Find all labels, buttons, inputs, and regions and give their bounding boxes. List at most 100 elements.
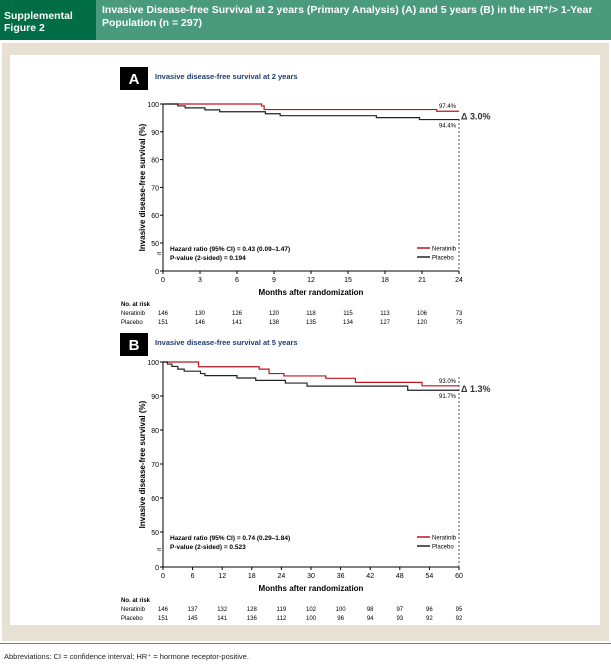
x-tick-label: 9 [272,277,276,284]
risk-value: 137 [188,607,199,613]
delta-label: Δ 1.3% [461,384,490,394]
risk-value: 135 [306,320,317,326]
risk-value: 138 [269,320,280,326]
risk-value: 130 [195,311,206,317]
risk-value: 132 [217,607,228,613]
risk-value: 146 [195,320,206,326]
km-curve-neratinib [163,361,459,387]
x-tick-label: 18 [248,573,256,580]
y-tick-label: 100 [147,360,159,367]
risk-value: 146 [158,607,169,613]
risk-value: 120 [417,320,428,326]
risk-value: 146 [158,311,169,317]
x-tick-label: 54 [426,573,434,580]
risk-value: 127 [380,320,391,326]
figure-panel [10,55,600,625]
risk-value: 97 [396,607,403,613]
y-tick-label: 60 [151,213,159,220]
risk-row-label: Placebo [121,320,143,326]
x-tick-label: 12 [307,277,315,284]
risk-value: 100 [336,607,347,613]
risk-value: 102 [306,607,317,613]
risk-value: 151 [158,320,169,326]
legend-label-placebo: Placebo [432,256,454,262]
end-label-neratinib: 93.0% [439,379,457,385]
risk-row-label: Placebo [121,616,143,622]
risk-value: 94 [367,616,374,622]
risk-value: 119 [277,607,287,613]
stats-text: P-value (2-sided) = 0.194 [170,255,246,262]
stats-text: Hazard ratio (95% CI) = 0.43 (0.09–1.47) [170,246,290,253]
risk-value: 134 [343,320,354,326]
axis-break-a: ≈ [157,249,162,258]
risk-value: 92 [426,616,433,622]
y-tick-label: 80 [151,158,159,165]
figure-header: Supplemental Figure 2 Invasive Disease-f… [0,0,611,40]
risk-value: 98 [367,607,374,613]
x-tick-label: 6 [235,277,239,284]
legend-label-neratinib: Neratinib [432,247,457,253]
x-tick-label: 36 [337,573,345,580]
divider [0,643,611,644]
y-tick-label: 0 [155,565,159,572]
risk-value: 73 [456,311,463,317]
risk-value: 100 [306,616,317,622]
risk-value: 96 [337,616,344,622]
y-axis-label-a: Invasive disease-free survival (%) [138,123,147,251]
y-tick-label: 70 [151,462,159,469]
risk-value: 136 [247,616,258,622]
x-axis-label-a: Months after randomization [259,288,364,297]
y-tick-label: 80 [151,428,159,435]
panel-letter-b: B [129,337,140,354]
y-axis-label-b: Invasive disease-free survival (%) [138,400,147,528]
risk-value: 93 [396,616,403,622]
stats-text: P-value (2-sided) = 0.523 [170,544,246,551]
x-tick-label: 0 [161,277,165,284]
x-axis-label-b: Months after randomization [259,584,364,593]
y-tick-label: 70 [151,185,159,192]
risk-value: 96 [426,607,433,613]
panel-badge-a [120,67,148,90]
km-curve-placebo [163,103,459,121]
y-tick-label: 90 [151,130,159,137]
delta-label: Δ 3.0% [461,111,490,121]
end-label-placebo: 94.4% [439,124,457,130]
risk-row-label: Neratinib [121,607,146,613]
y-tick-label: 60 [151,496,159,503]
risk-value: 106 [417,311,428,317]
risk-value: 75 [456,320,463,326]
risk-value: 120 [269,311,280,317]
risk-row-label: Neratinib [121,311,146,317]
x-tick-label: 60 [455,573,463,580]
panel-title-b: Invasive disease-free survival at 5 year… [155,338,298,347]
figure-title: Invasive Disease-free Survival at 2 year… [96,0,611,40]
legend-label-neratinib: Neratinib [432,536,457,542]
x-tick-label: 3 [198,277,202,284]
x-tick-label: 21 [418,277,426,284]
x-tick-label: 18 [381,277,389,284]
x-tick-label: 24 [455,277,463,284]
risk-value: 118 [306,311,316,317]
risk-value: 115 [343,311,353,317]
x-tick-label: 42 [366,573,374,580]
abbreviations-footnote: Abbreviations: CI = confidence interval;… [4,652,249,661]
stats-text: Hazard ratio (95% CI) = 0.74 (0.29–1.84) [170,535,290,542]
y-tick-label: 50 [151,241,159,248]
risk-value: 126 [232,311,243,317]
risk-header: No. at risk [121,302,151,308]
km-curve-neratinib [163,103,459,112]
axis-break-b: ≈ [157,545,162,554]
risk-value: 128 [247,607,258,613]
risk-value: 141 [217,616,228,622]
end-label-placebo: 91.7% [439,394,457,400]
km-curve-placebo [163,361,459,391]
legend-label-placebo: Placebo [432,545,454,551]
risk-value: 92 [456,616,463,622]
x-tick-label: 15 [344,277,352,284]
risk-value: 141 [232,320,243,326]
risk-value: 151 [158,616,169,622]
risk-value: 145 [188,616,199,622]
y-tick-label: 100 [147,102,159,109]
risk-value: 113 [380,311,390,317]
